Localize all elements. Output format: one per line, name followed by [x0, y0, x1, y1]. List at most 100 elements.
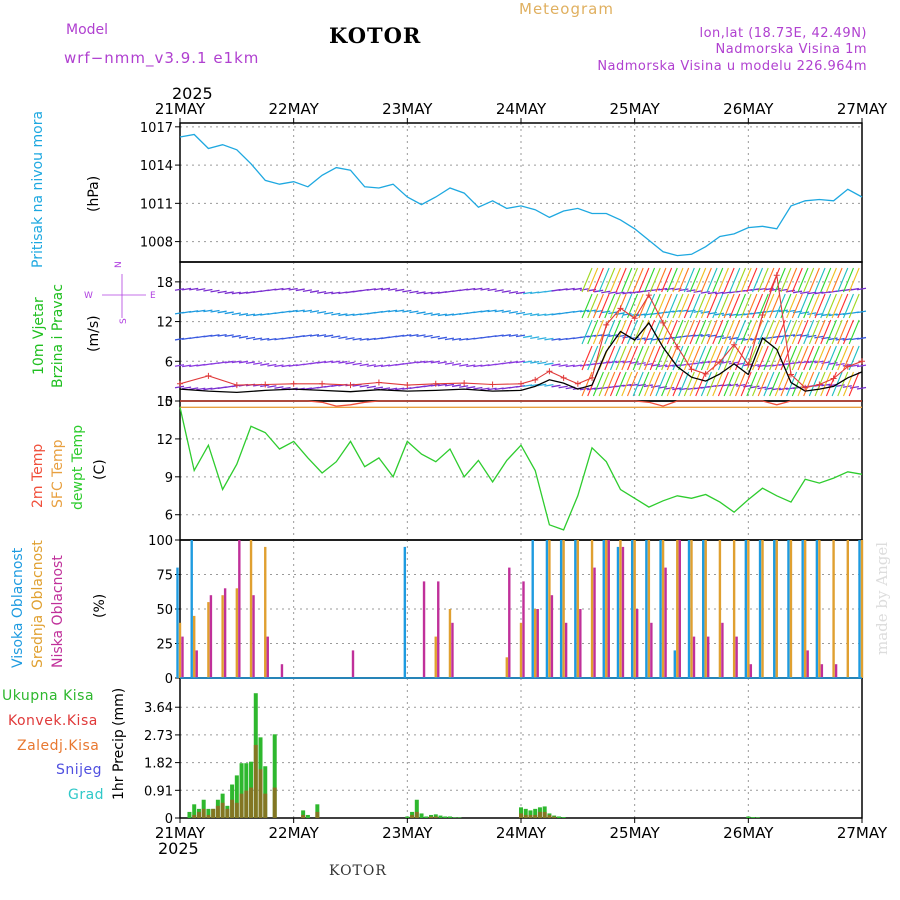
wind-barb	[395, 387, 405, 391]
pressure-line	[179, 133, 863, 257]
precip-bar-convective	[220, 802, 225, 818]
wind-barb	[544, 337, 554, 341]
wind-barb	[409, 310, 419, 314]
wind-barb	[622, 383, 632, 387]
dewpt-ylabel: dewpt Temp	[70, 425, 86, 510]
wind-barb-strong	[683, 319, 695, 345]
wind-barb	[537, 383, 547, 387]
wind-barb	[231, 334, 241, 338]
precip-bar-convective	[523, 814, 528, 818]
cloud-bar	[548, 540, 551, 678]
precip-bar-convective	[301, 814, 306, 818]
cloud-bar	[605, 540, 608, 678]
temp2m-ylabel: 2m Temp	[30, 444, 46, 508]
cloud-high-ylabel: Visoka Oblacnost	[10, 547, 26, 668]
wind-barb	[238, 360, 249, 364]
wind-barb-strong	[757, 371, 769, 397]
wind-barb	[494, 309, 504, 313]
wind-barb	[409, 290, 419, 294]
precip-bar-convective	[552, 816, 557, 818]
sfc-temp-ylabel: SFC Temp	[50, 439, 66, 508]
wind-barb	[338, 360, 348, 364]
cloud-bar	[434, 636, 437, 678]
precip-bar-total	[556, 816, 561, 818]
wind-barb-strong	[837, 293, 849, 319]
cloud-bar	[858, 540, 861, 678]
wind-barb-strong	[700, 319, 712, 345]
wind-barb	[494, 334, 504, 338]
gust-marker	[574, 380, 581, 387]
wind-barb	[849, 386, 860, 389]
wind-barb	[196, 288, 206, 291]
wind-ylabel: 10m Vjetar	[31, 297, 47, 375]
wind-barb	[807, 334, 817, 338]
wind-barb	[402, 334, 412, 337]
wind-barb	[309, 290, 320, 293]
wind-barb	[842, 337, 852, 341]
wind-barb-strong	[700, 267, 712, 293]
wind-barb-strong	[769, 371, 781, 397]
x-tick-label-bottom: 27MAY	[837, 824, 888, 842]
wind-barb	[316, 360, 327, 364]
cloud-bar	[690, 540, 693, 678]
wind-barb	[466, 386, 476, 389]
gust-marker	[262, 381, 269, 388]
cloud-bar	[832, 540, 835, 678]
wind-barb	[416, 311, 426, 315]
wind-barb	[359, 337, 369, 341]
gust-marker	[787, 371, 794, 378]
wind-barb-strong	[638, 319, 650, 345]
wind-barb-strong	[706, 319, 718, 345]
gust-marker	[489, 381, 496, 388]
wind-barb	[281, 287, 291, 291]
precip-bar-total	[528, 810, 533, 818]
precip-bar-convective	[239, 793, 244, 818]
wind-barb	[778, 288, 788, 292]
wind-barb-strong	[644, 293, 656, 319]
cloud-bar	[647, 540, 651, 678]
wind-barb-strong	[746, 267, 758, 293]
wind-barb	[416, 360, 426, 364]
wind-barb	[181, 287, 192, 291]
watermark: made by Angel	[873, 542, 891, 655]
wind-barb	[316, 290, 327, 294]
y-tick-label: 1017	[140, 121, 173, 136]
wind-barb-strong	[723, 371, 735, 397]
wind-barb	[828, 337, 838, 341]
wind-barb	[231, 360, 241, 364]
y-tick-label: 1.82	[144, 757, 173, 772]
precip-bar-total	[301, 810, 306, 818]
wind-barb-strong	[689, 371, 701, 397]
x-tick-label-bottom: 21MAY	[155, 824, 206, 842]
wind-barb	[437, 336, 447, 340]
precip-bar-total	[206, 808, 211, 818]
precip-bar-total	[192, 804, 197, 818]
wind-barb	[594, 289, 604, 293]
wind-barb-strong	[609, 345, 621, 371]
precip-bar-total	[438, 815, 443, 818]
cloud-bar	[550, 595, 554, 678]
gust-marker	[645, 292, 652, 299]
wind-barb	[388, 309, 398, 313]
wind-barb-strong	[848, 371, 860, 397]
wind-barb-strong	[723, 319, 735, 345]
wind-barb	[565, 287, 575, 291]
gust-marker	[347, 382, 354, 389]
wind-barb-strong	[615, 345, 627, 371]
cloud-bar	[616, 546, 620, 678]
wind-barb-strong	[740, 345, 752, 371]
wind-barb	[366, 385, 376, 389]
wind-barb-strong	[791, 371, 803, 397]
compass-south: S	[119, 318, 129, 324]
panel-frame	[179, 400, 863, 541]
wind-barb-strong	[587, 319, 599, 345]
x-tick-label-bottom: 24MAY	[496, 824, 547, 842]
wind-barb	[444, 313, 455, 317]
wind-barb	[245, 361, 256, 365]
wind-barb-strong	[712, 319, 724, 345]
gust-marker	[546, 368, 553, 375]
gust-marker	[375, 379, 382, 386]
gust-marker	[432, 380, 439, 387]
gust-marker	[603, 321, 610, 328]
